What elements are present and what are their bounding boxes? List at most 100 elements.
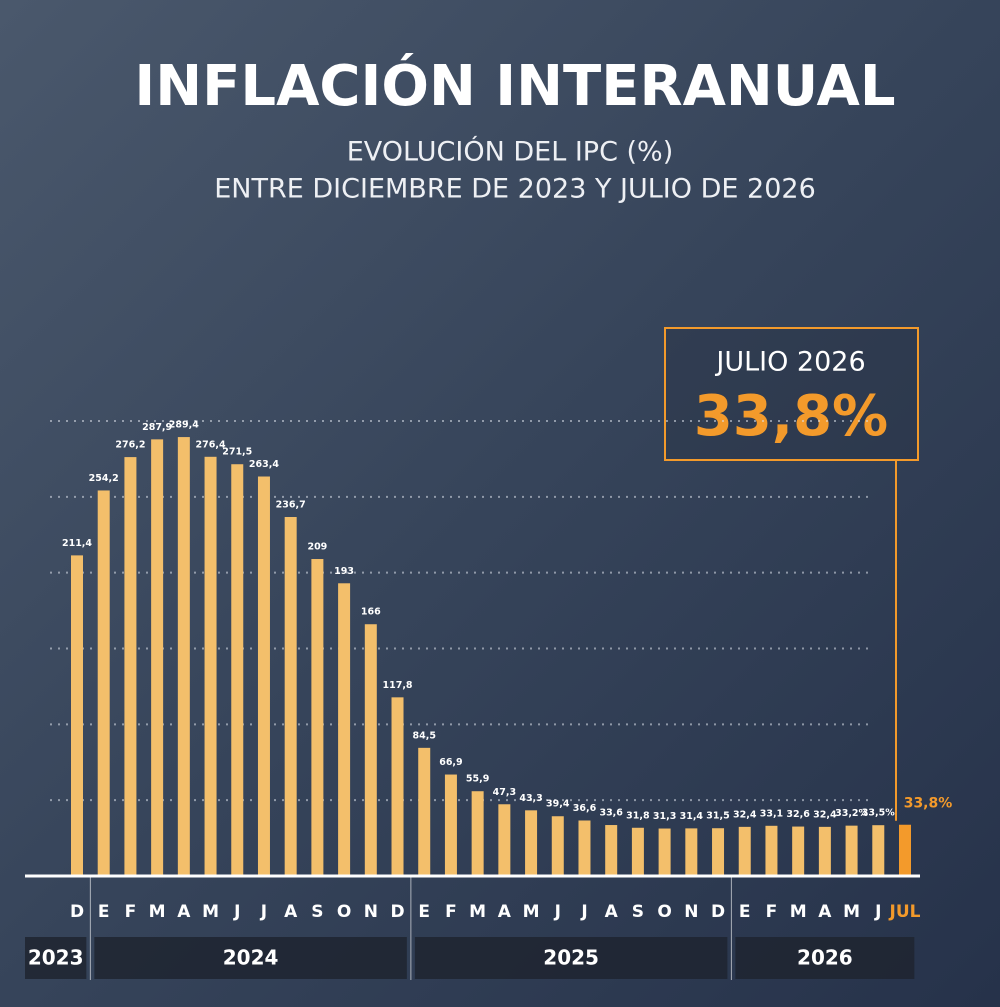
value-label: 209 [307,542,327,553]
bar [284,517,297,876]
value-label: 31,4 [680,811,704,822]
x-tick-label: O [337,902,351,922]
bar [845,825,858,876]
x-tick-label: A [605,902,619,922]
bar [444,774,457,876]
x-tick-label: E [98,902,110,922]
x-tick-label: A [498,902,512,922]
x-tick-label: M [202,902,219,922]
value-label: 66,9 [439,757,462,768]
bar [391,697,404,876]
bar [97,490,110,876]
x-tick-label: N [684,902,698,922]
value-label: 33,2% [835,808,868,819]
bar [712,828,725,876]
x-tick-label: N [364,902,378,922]
value-label: 166 [361,607,381,618]
value-label: 211,4 [62,538,92,549]
callout-label: JULIO 2026 [714,347,865,378]
x-tick-label: S [311,902,323,922]
bar [818,826,831,876]
bar [525,810,538,876]
x-tick-label: F [445,902,457,922]
x-tick-label: D [711,902,725,922]
x-tick-label: O [657,902,671,922]
x-tick-label: JUL [889,902,921,922]
callout-value: 33,8% [694,384,888,449]
value-label: 236,7 [276,500,306,511]
value-label: 33,8% [904,796,953,812]
bar [231,464,244,876]
value-label: 31,8 [626,810,650,821]
bar [204,456,217,876]
value-label: 289,4 [169,420,199,431]
x-tick-label: J [580,902,587,922]
year-band [414,937,728,979]
bar [364,624,377,876]
x-tick-label: J [233,902,240,922]
year-label: 2024 [223,946,279,970]
year-label: 2023 [28,946,84,970]
year-band [25,937,87,979]
bar [257,476,270,876]
bar [124,457,137,876]
x-tick-label: J [260,902,267,922]
value-label: 117,8 [382,680,412,691]
x-tick-label: M [843,902,860,922]
bar [71,555,83,876]
value-label: 271,5 [222,447,252,458]
x-tick-label: S [632,902,644,922]
value-label: 254,2 [89,473,119,484]
bar [418,747,431,876]
bar [738,826,751,876]
value-label: 33,5% [862,808,895,819]
bar [338,583,351,876]
value-label: 32,6 [786,809,810,820]
value-label: 32,4 [733,809,757,820]
callout-box [664,327,919,461]
x-tick-label: M [149,902,166,922]
year-band [94,937,407,979]
value-label: 193 [334,566,354,577]
value-label: 33,1 [760,808,783,819]
value-label: 43,3 [519,793,542,804]
bar [578,820,591,876]
chart-subtitle: EVOLUCIÓN DEL IPC (%) [347,136,674,168]
chart-subtitle: ENTRE DICIEMBRE DE 2023 Y JULIO DE 2026 [214,174,816,205]
year-band [735,937,915,979]
year-label: 2025 [543,946,599,970]
value-label: 276,4 [196,439,226,450]
value-label: 31,3 [653,811,676,822]
bar [177,437,190,876]
bar [498,804,511,876]
bar [151,439,164,876]
x-tick-label: A [284,902,298,922]
x-tick-label: D [70,902,84,922]
x-tick-label: M [523,902,540,922]
bar [792,826,805,876]
x-tick-label: F [125,902,137,922]
bar [551,816,564,876]
x-tick-label: J [554,902,561,922]
value-label: 84,5 [412,730,435,741]
x-tick-label: J [874,902,881,922]
bar [899,824,911,876]
x-tick-label: D [390,902,404,922]
bar [631,827,644,876]
value-label: 33,6 [599,808,623,819]
value-label: 39,4 [546,799,570,810]
bar [658,828,671,876]
value-label: 287,9 [142,422,172,433]
value-label: 32,4 [813,809,837,820]
value-label: 276,2 [115,440,145,451]
bar [685,828,698,876]
bar [765,825,778,876]
x-tick-label: M [469,902,486,922]
bar [311,559,324,876]
value-label: 36,6 [573,803,597,814]
x-tick-label: E [739,902,751,922]
value-label: 55,9 [466,774,489,785]
year-label: 2026 [797,946,853,970]
x-tick-label: A [818,902,832,922]
